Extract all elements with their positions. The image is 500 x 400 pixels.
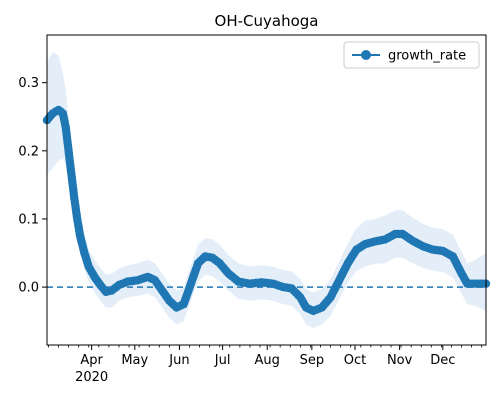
y-tick-label: 0.2 [18,144,39,159]
legend: growth_rate [343,41,480,69]
legend-entry-growth-rate: growth_rate [388,49,466,64]
chart-title: OH-Cuyahoga [215,12,319,30]
y-axis-ticks: 0.0 0.1 0.2 0.3 [18,76,47,296]
y-tick-label: 0.0 [18,281,39,296]
y-tick-label: 0.1 [18,212,39,227]
x-tick-label-aug: Aug [255,353,280,368]
x-tick-label-jun: Jun [168,353,189,368]
x-axis-ticks: Apr May Jun Jul Aug Sep Oct Nov Dec [48,345,483,368]
plot-frame [46,34,487,346]
confidence-band [47,52,486,328]
legend-box [343,41,480,69]
x-tick-label-sep: Sep [300,353,325,368]
y-tick-label: 0.3 [18,76,39,91]
x-tick-label-nov: Nov [387,353,413,368]
x-axis-year-label: 2020 [75,370,108,385]
x-tick-label-dec: Dec [430,353,455,368]
x-tick-label-oct: Oct [344,353,366,368]
x-tick-label-may: May [121,353,148,368]
legend-marker-swatch [361,50,371,60]
series-points-layer [42,105,491,316]
confidence-band-layer [47,52,486,328]
x-tick-label-jul: Jul [214,353,231,368]
x-tick-label-apr: Apr [80,353,103,368]
